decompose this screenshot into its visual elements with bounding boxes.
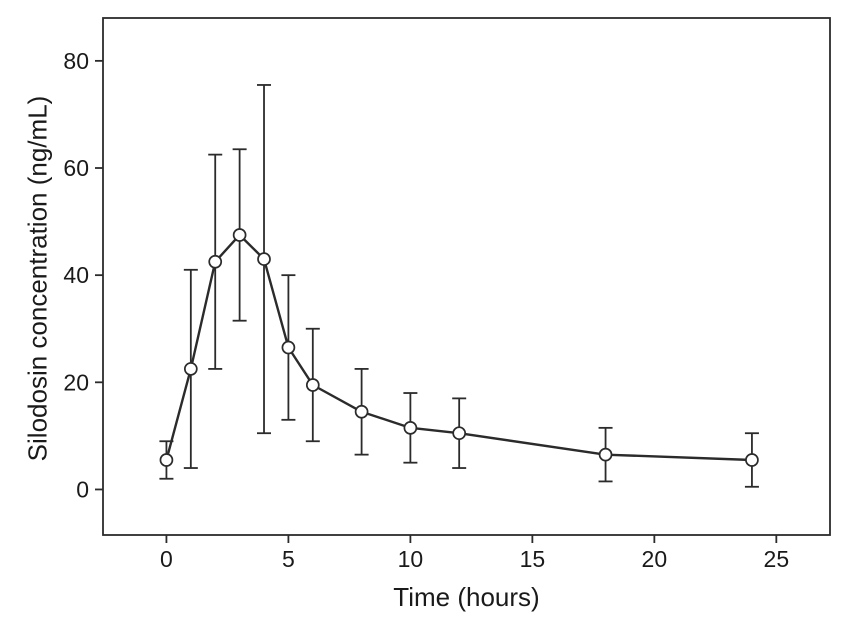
x-tick-label: 15 — [520, 546, 546, 572]
y-axis-ticks: 0 20 40 60 80 — [63, 48, 103, 502]
axis-frame — [102, 17, 831, 536]
data-point-marker — [403, 420, 418, 435]
x-axis-ticks: 0 5 10 15 20 25 — [160, 535, 789, 572]
data-point-marker — [281, 340, 296, 355]
data-point-marker — [305, 378, 320, 392]
x-tick-label: 25 — [764, 546, 790, 572]
data-point-marker — [257, 252, 271, 266]
x-tick-label: 10 — [398, 546, 424, 572]
data-point-marker — [354, 404, 369, 419]
data-point-marker — [452, 426, 467, 441]
y-tick-label: 80 — [63, 48, 89, 74]
y-tick-label: 0 — [76, 476, 89, 502]
data-point-markers — [159, 228, 759, 467]
data-point-marker — [745, 453, 759, 467]
x-tick-label: 5 — [282, 546, 295, 572]
y-tick-label: 40 — [63, 262, 89, 288]
y-axis-label: Silodosin concentration (ng/mL) — [22, 95, 53, 462]
data-series-line — [165, 233, 754, 462]
data-point-marker — [159, 453, 174, 467]
data-point-marker — [183, 362, 198, 376]
data-point-marker — [208, 254, 223, 269]
data-point-marker — [598, 447, 613, 462]
y-tick-label: 20 — [63, 369, 89, 395]
x-tick-label: 0 — [160, 546, 173, 572]
y-tick-label: 60 — [63, 155, 89, 181]
x-axis-label: Time (hours) — [393, 582, 540, 612]
x-tick-label: 20 — [642, 546, 668, 572]
data-point-marker — [232, 228, 247, 242]
